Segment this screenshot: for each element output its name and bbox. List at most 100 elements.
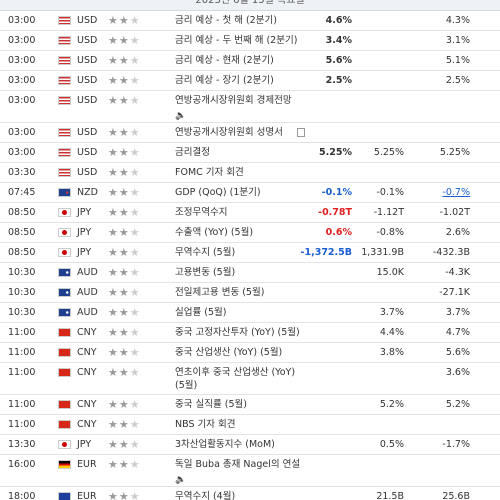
event-row[interactable]: 11:00 CNY ★★★ NBS 기자 회견: [0, 415, 500, 435]
actual-value: 3.4%: [325, 35, 352, 46]
forecast-value: 0.5%: [379, 439, 404, 450]
event-name[interactable]: 조정무역수지: [175, 207, 228, 218]
country-flag: [58, 368, 71, 377]
event-name[interactable]: 무역수지 (5월): [175, 247, 236, 258]
currency: JPY: [77, 207, 92, 218]
country-flag: [58, 460, 71, 469]
event-name[interactable]: 연방공개시장위원회 경제전망: [175, 95, 292, 106]
previous-value: -0.7%: [442, 187, 470, 198]
previous-value: 25.6B: [442, 491, 470, 500]
event-time: 03:00: [8, 35, 36, 46]
currency: JPY: [77, 227, 92, 238]
event-row[interactable]: 03:00 USD ★★★ 금리 예상 - 현재 (2분기) 5.6% 5.1%: [0, 51, 500, 71]
event-row[interactable]: 03:00 USD ★★★ 금리 예상 - 장기 (2분기) 2.5% 2.5%: [0, 71, 500, 91]
event-row[interactable]: 18:00 EUR ★★★ 무역수지 (4월) 21.5B 25.6B: [0, 487, 500, 500]
event-row[interactable]: 10:30 AUD ★★★ 실업률 (5월) 3.7% 3.7%: [0, 303, 500, 323]
forecast-value: -1.12T: [373, 207, 404, 218]
event-row[interactable]: 11:00 CNY ★★★ 중국 고정자산투자 (YoY) (5월) 4.4% 4.7%: [0, 323, 500, 343]
forecast-value: 1,331.9B: [361, 247, 404, 258]
country-flag: [58, 188, 71, 197]
event-name[interactable]: 수출액 (YoY) (5월): [175, 227, 254, 238]
event-time: 11:00: [8, 327, 36, 338]
event-name[interactable]: 중국 실직률 (5월): [175, 399, 247, 410]
importance-stars: ★★★: [108, 166, 141, 179]
event-name[interactable]: FOMC 기자 회견: [175, 167, 244, 178]
event-time: 08:50: [8, 247, 36, 258]
event-row[interactable]: 08:50 JPY ★★★ 무역수지 (5월) -1,372.5B 1,331.9B -43…: [0, 243, 500, 263]
event-name[interactable]: 금리 예상 - 두 번째 해 (2분기): [175, 35, 298, 46]
event-row[interactable]: 11:00 CNY ★★★ 중국 실직률 (5월) 5.2% 5.2%: [0, 395, 500, 415]
event-name[interactable]: 실업률 (5월): [175, 307, 227, 318]
event-row[interactable]: 07:45 NZD ★★★ GDP (QoQ) (1분기) -0.1% -0.1% -0.7…: [0, 183, 500, 203]
event-row[interactable]: 03:00 USD ★★★ 연방공개시장위원회 경제전망 🔈: [0, 91, 500, 123]
importance-stars: ★★★: [108, 286, 141, 299]
importance-stars: ★★★: [108, 14, 141, 27]
event-row[interactable]: 10:30 AUD ★★★ 전일제고용 변동 (5월) -27.1K: [0, 283, 500, 303]
event-row[interactable]: 03:00 USD ★★★ 금리 예상 - 첫 해 (2분기) 4.6% 4.3%: [0, 11, 500, 31]
importance-stars: ★★★: [108, 206, 141, 219]
event-row[interactable]: 03:00 USD ★★★ 금리 예상 - 두 번째 해 (2분기) 3.4% 3.1%: [0, 31, 500, 51]
previous-value: -1.7%: [442, 439, 470, 450]
event-time: 03:00: [8, 75, 36, 86]
country-flag: [58, 288, 71, 297]
event-name[interactable]: NBS 기자 회견: [175, 419, 236, 430]
event-time: 11:00: [8, 367, 36, 378]
actual-value: 4.6%: [325, 15, 352, 26]
date-header: 2023년 6월 15일 목요일: [0, 0, 500, 11]
previous-value: 5.25%: [439, 147, 470, 158]
currency: AUD: [77, 307, 98, 318]
country-flag: [58, 36, 71, 45]
currency: USD: [77, 75, 98, 86]
event-row[interactable]: 03:00 USD ★★★ 금리결정 5.25% 5.25% 5.25%: [0, 143, 500, 163]
event-row[interactable]: 03:30 USD ★★★ FOMC 기자 회견: [0, 163, 500, 183]
country-flag: [58, 268, 71, 277]
event-row[interactable]: 16:00 EUR ★★★ 독일 Buba 총재 Nagel의 연설 🔈: [0, 455, 500, 487]
event-name[interactable]: 중국 산업생산 (YoY) (5월): [175, 347, 283, 358]
forecast-value: 3.8%: [379, 347, 404, 358]
event-row[interactable]: 08:50 JPY ★★★ 수출액 (YoY) (5월) 0.6% -0.8% 2.6%: [0, 223, 500, 243]
currency: EUR: [77, 459, 97, 470]
event-row[interactable]: 13:30 JPY ★★★ 3차산업활동지수 (MoM) 0.5% -1.7%: [0, 435, 500, 455]
event-name[interactable]: GDP (QoQ) (1분기): [175, 187, 261, 198]
currency: USD: [77, 35, 98, 46]
previous-value: 4.7%: [445, 327, 470, 338]
event-name[interactable]: 독일 Buba 총재 Nagel의 연설: [175, 459, 301, 470]
country-flag: [58, 128, 71, 137]
forecast-value: 15.0K: [376, 267, 404, 278]
importance-stars: ★★★: [108, 306, 141, 319]
importance-stars: ★★★: [108, 246, 141, 259]
event-time: 03:30: [8, 167, 36, 178]
event-name[interactable]: 3차산업활동지수 (MoM): [175, 439, 275, 450]
event-name[interactable]: 전일제고용 변동 (5월): [175, 287, 265, 298]
event-row[interactable]: 10:30 AUD ★★★ 고용변동 (5월) 15.0K -4.3K: [0, 263, 500, 283]
event-time: 03:00: [8, 147, 36, 158]
event-name[interactable]: 금리결정: [175, 147, 210, 158]
document-icon: [297, 128, 305, 137]
event-name[interactable]: 금리 예상 - 첫 해 (2분기): [175, 15, 277, 26]
calendar-list: 03:00 USD ★★★ 금리 예상 - 첫 해 (2분기) 4.6% 4.3% 03:0…: [0, 11, 500, 500]
event-time: 08:50: [8, 227, 36, 238]
event-time: 03:00: [8, 15, 36, 26]
event-time: 11:00: [8, 347, 36, 358]
event-row[interactable]: 08:50 JPY ★★★ 조정무역수지 -0.78T -1.12T -1.02T: [0, 203, 500, 223]
event-row[interactable]: 03:00 USD ★★★ 연방공개시장위원회 성명서: [0, 123, 500, 143]
importance-stars: ★★★: [108, 366, 141, 379]
event-name[interactable]: 고용변동 (5월): [175, 267, 236, 278]
event-name[interactable]: 연초이후 중국 산업생산 (YoY) (5월): [175, 367, 296, 391]
currency: AUD: [77, 267, 98, 278]
previous-value: 3.6%: [445, 367, 470, 378]
event-row[interactable]: 11:00 CNY ★★★ 연초이후 중국 산업생산 (YoY) (5월) 3.6%: [0, 363, 500, 395]
importance-stars: ★★★: [108, 398, 141, 411]
event-name[interactable]: 중국 고정자산투자 (YoY) (5월): [175, 327, 300, 338]
currency: JPY: [77, 439, 92, 450]
event-name[interactable]: 연방공개시장위원회 성명서: [175, 127, 283, 138]
event-row[interactable]: 11:00 CNY ★★★ 중국 산업생산 (YoY) (5월) 3.8% 5.6%: [0, 343, 500, 363]
event-name[interactable]: 금리 예상 - 장기 (2분기): [175, 75, 274, 86]
importance-stars: ★★★: [108, 490, 141, 500]
event-name[interactable]: 금리 예상 - 현재 (2분기): [175, 55, 274, 66]
event-name[interactable]: 무역수지 (4월): [175, 491, 236, 500]
country-flag: [58, 96, 71, 105]
event-time: 07:45: [8, 187, 36, 198]
forecast-value: -0.8%: [376, 227, 404, 238]
